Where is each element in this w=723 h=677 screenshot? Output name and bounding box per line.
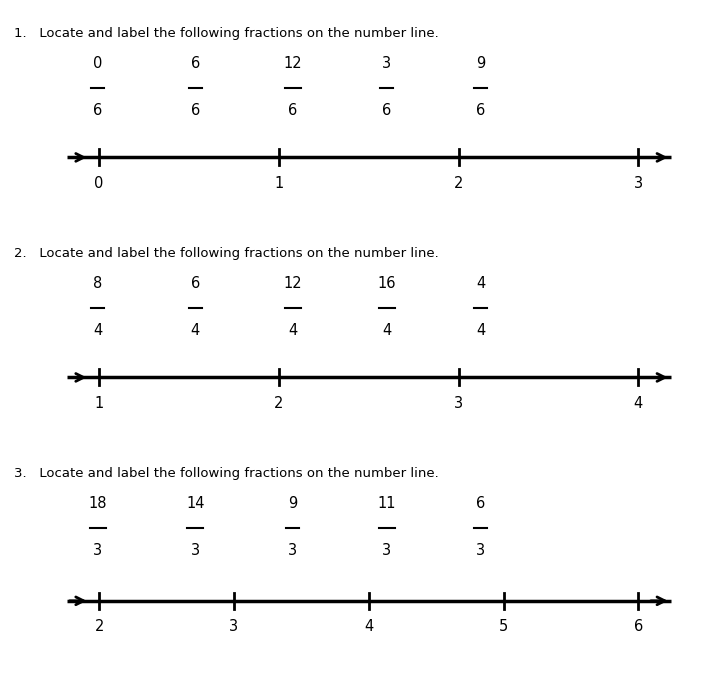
Text: 3: 3 [454, 396, 463, 411]
Text: 4: 4 [191, 323, 200, 338]
Text: 8: 8 [93, 276, 102, 291]
Text: 3: 3 [382, 543, 391, 558]
Text: 6: 6 [191, 276, 200, 291]
Text: 4: 4 [633, 396, 643, 411]
Text: 6: 6 [191, 56, 200, 71]
Text: 3: 3 [191, 543, 200, 558]
Text: 1: 1 [274, 176, 283, 191]
Text: 1.   Locate and label the following fractions on the number line.: 1. Locate and label the following fracti… [14, 27, 439, 40]
Text: 3: 3 [288, 543, 297, 558]
Text: 4: 4 [476, 323, 485, 338]
Text: 16: 16 [377, 276, 396, 291]
Text: 4: 4 [288, 323, 297, 338]
Text: 6: 6 [191, 103, 200, 118]
Text: 4: 4 [364, 619, 373, 634]
Text: 3.   Locate and label the following fractions on the number line.: 3. Locate and label the following fracti… [14, 467, 439, 480]
Text: 4: 4 [93, 323, 102, 338]
Text: 3: 3 [476, 543, 485, 558]
Text: 3: 3 [382, 56, 391, 71]
Text: 5: 5 [499, 619, 508, 634]
Text: 9: 9 [476, 56, 485, 71]
Text: 2: 2 [454, 176, 463, 191]
Text: 3: 3 [229, 619, 239, 634]
Text: 6: 6 [93, 103, 102, 118]
Text: 12: 12 [283, 276, 302, 291]
Text: 4: 4 [476, 276, 485, 291]
Text: 0: 0 [93, 56, 102, 71]
Text: 18: 18 [88, 496, 107, 511]
Text: 2.   Locate and label the following fractions on the number line.: 2. Locate and label the following fracti… [14, 247, 439, 260]
Text: 12: 12 [283, 56, 302, 71]
Text: 6: 6 [288, 103, 297, 118]
Text: 14: 14 [186, 496, 205, 511]
Text: 0: 0 [95, 176, 104, 191]
Text: 1: 1 [95, 396, 104, 411]
Text: 4: 4 [382, 323, 391, 338]
Text: 6: 6 [633, 619, 643, 634]
Text: 11: 11 [377, 496, 396, 511]
Text: 3: 3 [634, 176, 643, 191]
Text: 9: 9 [288, 496, 297, 511]
Text: 2: 2 [95, 619, 104, 634]
Text: 6: 6 [476, 103, 485, 118]
Text: 3: 3 [93, 543, 102, 558]
Text: 6: 6 [476, 496, 485, 511]
Text: 6: 6 [382, 103, 391, 118]
Text: 2: 2 [274, 396, 283, 411]
